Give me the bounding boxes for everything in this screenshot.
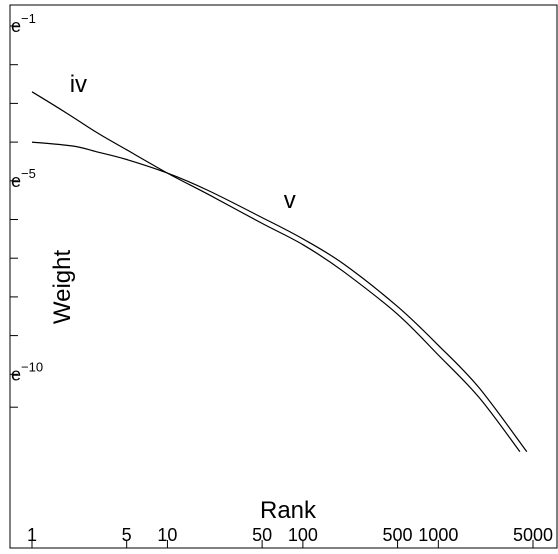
x-axis-title: Rank: [260, 497, 317, 524]
x-axis-ticks: [31, 540, 534, 548]
y-tick-label: e−1: [11, 11, 36, 36]
curve-iv: [31, 91, 521, 453]
x-tick-label: 10: [157, 525, 177, 545]
x-tick-label: 50: [252, 525, 272, 545]
x-tick-label: 100: [288, 525, 318, 545]
x-tick-label: 5: [122, 525, 132, 545]
curves: [31, 91, 528, 453]
x-tick-label: 500: [383, 525, 413, 545]
curve-label-v: v: [284, 187, 296, 214]
x-tick-label: 1000: [418, 525, 458, 545]
x-tick-label: 5000: [513, 525, 553, 545]
x-tick-label: 1: [27, 525, 37, 545]
y-tick-label: e−5: [11, 166, 36, 191]
plot-frame: [9, 4, 558, 549]
curve-label-iv: iv: [70, 71, 87, 98]
y-tick-label: e−10: [11, 359, 43, 384]
y-axis-title: Weight: [49, 250, 76, 325]
y-axis-ticks: [10, 25, 18, 408]
y-axis-labels: e−1 e−5 e−10: [11, 11, 43, 384]
x-axis-labels: 1 5 10 50 100 500 1000 5000: [27, 525, 553, 545]
curve-labels: iv v: [70, 71, 296, 214]
curve-v: [31, 141, 528, 453]
